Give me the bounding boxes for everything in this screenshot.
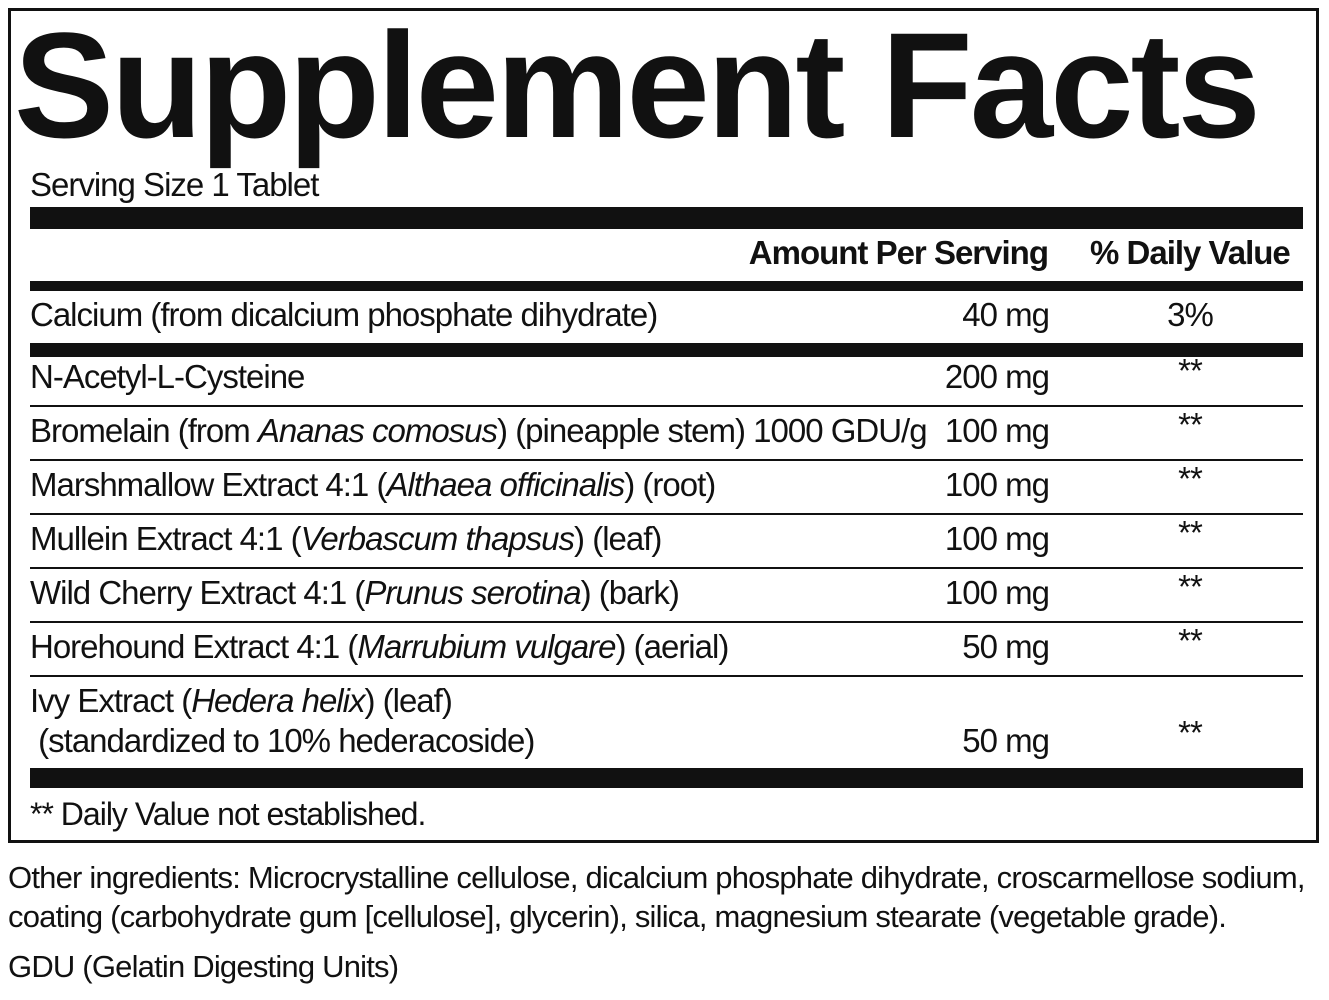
amount: 100 mg	[944, 412, 1050, 449]
row-divider	[30, 513, 1303, 515]
thick-divider	[30, 768, 1303, 788]
amount: 100 mg	[944, 520, 1050, 557]
name-text: Bromelain (from	[30, 412, 258, 449]
name-text: ) (leaf)	[364, 682, 452, 719]
table-row: Ivy Extract (Hedera helix) (leaf) (stand…	[30, 682, 1303, 768]
amount: 100 mg	[944, 574, 1050, 611]
daily-value: **	[1178, 514, 1203, 551]
header-divider	[30, 281, 1303, 291]
table-row: N-Acetyl-L-Cysteine 200 mg **	[30, 352, 1303, 406]
latin-name: Althaea officinalis	[386, 466, 625, 503]
daily-value: **	[1178, 460, 1203, 497]
latin-name: Prunus serotina	[364, 574, 581, 611]
name-text: ) (bark)	[580, 574, 680, 611]
row-divider	[30, 621, 1303, 623]
other-ingredients-line-2: coating (carbohydrate gum [cellulose], g…	[8, 899, 1227, 934]
table-row: Mullein Extract 4:1 (Verbascum thapsus) …	[30, 514, 1303, 568]
other-ingredients-line-1: Other ingredients: Microcrystalline cell…	[8, 860, 1305, 895]
latin-name: Ananas comosus	[257, 412, 498, 449]
latin-name: Marrubium vulgare	[357, 628, 616, 665]
ingredient-name: N-Acetyl-L-Cysteine	[30, 358, 305, 396]
latin-name: Hedera helix	[191, 682, 365, 719]
name-text: Wild Cherry Extract 4:1 (	[30, 574, 365, 611]
ingredient-name: Wild Cherry Extract 4:1 (Prunus serotina…	[30, 574, 680, 612]
name-text: ) (aerial)	[615, 628, 729, 665]
ingredient-name: Horehound Extract 4:1 (Marrubium vulgare…	[30, 628, 729, 666]
table-row: Bromelain (from Ananas comosus) (pineapp…	[30, 406, 1303, 460]
table-row: Wild Cherry Extract 4:1 (Prunus serotina…	[30, 568, 1303, 622]
ingredient-name: Calcium (from dicalcium phosphate dihydr…	[30, 296, 658, 333]
ingredient-name: Marshmallow Extract 4:1 (Althaea officin…	[30, 466, 716, 504]
name-text: Mullein Extract 4:1 (	[30, 520, 302, 557]
gdu-note: GDU (Gelatin Digesting Units)	[8, 949, 399, 984]
name-text: N-Acetyl-L-Cysteine	[30, 358, 305, 395]
amount: 100 mg	[944, 466, 1050, 503]
serving-size: Serving Size 1 Tablet	[30, 166, 319, 203]
table-row: Horehound Extract 4:1 (Marrubium vulgare…	[30, 622, 1303, 676]
header-amount: Amount Per Serving	[748, 234, 1049, 271]
daily-value: **	[1178, 714, 1203, 751]
amount: 40 mg	[962, 296, 1050, 333]
thick-divider	[30, 343, 1303, 357]
latin-name: Verbascum thapsus	[300, 520, 575, 557]
daily-value: 3%	[1167, 296, 1214, 333]
ingredient-name: Mullein Extract 4:1 (Verbascum thapsus) …	[30, 520, 662, 558]
amount: 50 mg	[962, 722, 1050, 759]
table-row: Marshmallow Extract 4:1 (Althaea officin…	[30, 460, 1303, 514]
thick-divider	[30, 207, 1303, 229]
row-divider	[30, 567, 1303, 569]
amount: 50 mg	[962, 628, 1050, 665]
ingredient-name-line-2: (standardized to 10% hederacoside)	[30, 722, 535, 759]
name-text: Horehound Extract 4:1 (	[30, 628, 358, 665]
supplement-facts-panel	[8, 8, 1319, 843]
header-daily-value: % Daily Value	[1090, 234, 1291, 271]
daily-value: **	[1178, 406, 1203, 443]
name-text: Ivy Extract (	[30, 682, 192, 719]
name-text: ) (pineapple stem) 1000 GDU/g	[497, 412, 928, 449]
ingredient-name: Ivy Extract (Hedera helix) (leaf)	[30, 682, 453, 720]
row-divider	[30, 405, 1303, 407]
amount: 200 mg	[944, 358, 1050, 395]
daily-value: **	[1178, 568, 1203, 605]
daily-value: **	[1178, 352, 1203, 389]
ingredient-name: Bromelain (from Ananas comosus) (pineapp…	[30, 412, 928, 450]
daily-value: **	[1178, 622, 1203, 659]
panel-title: Supplement Facts	[14, 1, 1261, 169]
name-text: ) (leaf)	[574, 520, 662, 557]
name-text: Marshmallow Extract 4:1 (	[30, 466, 387, 503]
row-divider	[30, 459, 1303, 461]
footnote: ** Daily Value not established.	[30, 796, 426, 832]
name-text: ) (root)	[624, 466, 716, 503]
row-divider	[30, 675, 1303, 677]
